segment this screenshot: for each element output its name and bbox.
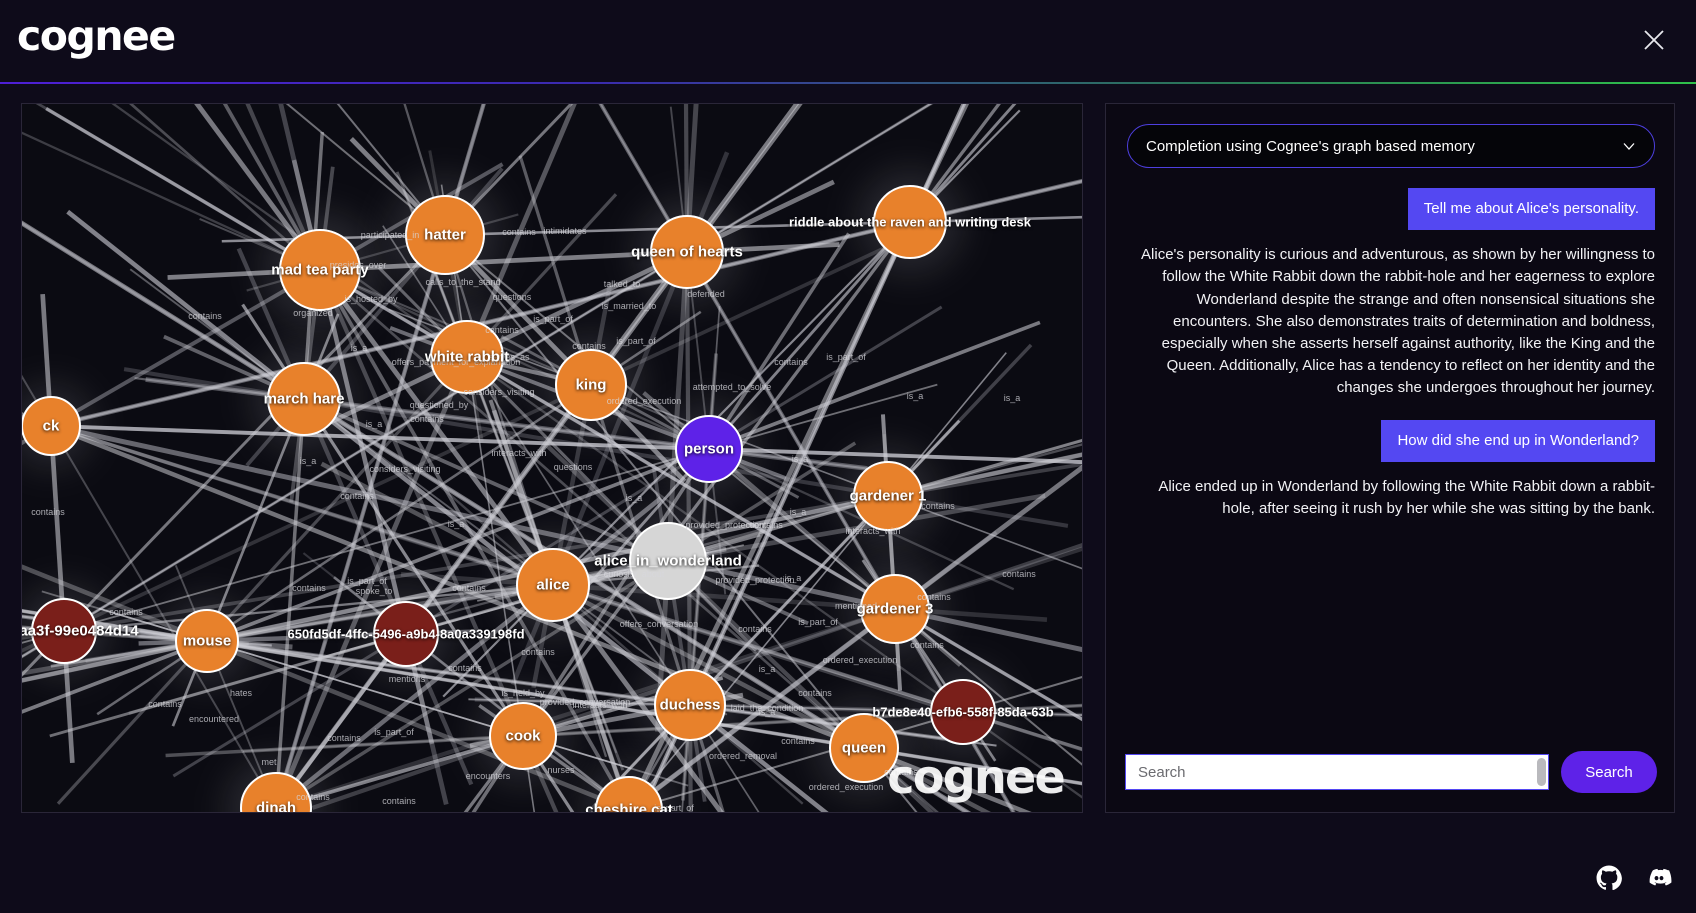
graph-node[interactable] <box>489 702 557 770</box>
graph-node[interactable] <box>22 396 81 456</box>
knowledge-graph-panel[interactable]: contains intimidates participated_in presid… <box>21 103 1083 813</box>
graph-node[interactable] <box>240 772 312 812</box>
graph-node[interactable] <box>279 229 361 311</box>
search-button[interactable]: Search <box>1561 751 1657 793</box>
main-content: contains intimidates participated_in presid… <box>0 96 1696 816</box>
graph-node[interactable] <box>516 548 590 622</box>
graph-node[interactable] <box>873 185 947 259</box>
graph-node[interactable] <box>267 362 341 436</box>
graph-canvas[interactable]: contains intimidates participated_in presid… <box>22 104 1082 812</box>
graph-node[interactable] <box>853 461 923 531</box>
chat-message-user: How did she end up in Wonderland? <box>1127 419 1655 462</box>
chat-bubble-user: Tell me about Alice's personality. <box>1407 188 1655 231</box>
graph-nodes <box>22 185 996 812</box>
cognee-logo: cognee <box>17 12 176 60</box>
model-selector-value: Completion using Cognee's graph based me… <box>1146 137 1475 155</box>
graph-edges <box>22 104 1082 812</box>
graph-node[interactable] <box>595 776 663 812</box>
search-input-wrapper <box>1125 754 1549 790</box>
app-header: cognee <box>0 0 1696 83</box>
chat-panel: Completion using Cognee's graph based me… <box>1105 103 1675 813</box>
search-input[interactable] <box>1125 754 1549 790</box>
graph-node[interactable] <box>430 320 504 394</box>
close-icon[interactable] <box>1636 22 1672 58</box>
graph-node[interactable] <box>405 195 485 275</box>
graph-node[interactable] <box>930 679 996 745</box>
graph-node[interactable] <box>175 609 239 673</box>
graph-node[interactable] <box>675 415 743 483</box>
graph-node[interactable] <box>654 669 726 741</box>
chat-bubble-user: How did she end up in Wonderland? <box>1381 419 1655 462</box>
discord-icon[interactable] <box>1646 865 1672 891</box>
chat-message-user: Tell me about Alice's personality. <box>1127 188 1655 231</box>
graph-node[interactable] <box>650 215 724 289</box>
header-divider <box>0 82 1696 84</box>
chat-message-list[interactable]: Tell me about Alice's personality. Alice'… <box>1127 188 1655 748</box>
graph-node[interactable] <box>31 598 97 664</box>
chat-input-row: Search <box>1125 750 1657 794</box>
graph-node[interactable] <box>373 601 439 667</box>
chat-message-assistant: Alice's personality is curious and adven… <box>1141 246 1655 397</box>
graph-node[interactable] <box>860 574 930 644</box>
footer-social-links <box>1596 865 1672 891</box>
chat-message-assistant: Alice ended up in Wonderland by followin… <box>1158 477 1655 517</box>
chevron-down-icon <box>1622 139 1636 153</box>
graph-node[interactable] <box>829 713 899 783</box>
model-selector[interactable]: Completion using Cognee's graph based me… <box>1127 124 1655 168</box>
graph-node[interactable] <box>555 349 627 421</box>
graph-node[interactable] <box>629 522 707 600</box>
github-icon[interactable] <box>1596 865 1622 891</box>
